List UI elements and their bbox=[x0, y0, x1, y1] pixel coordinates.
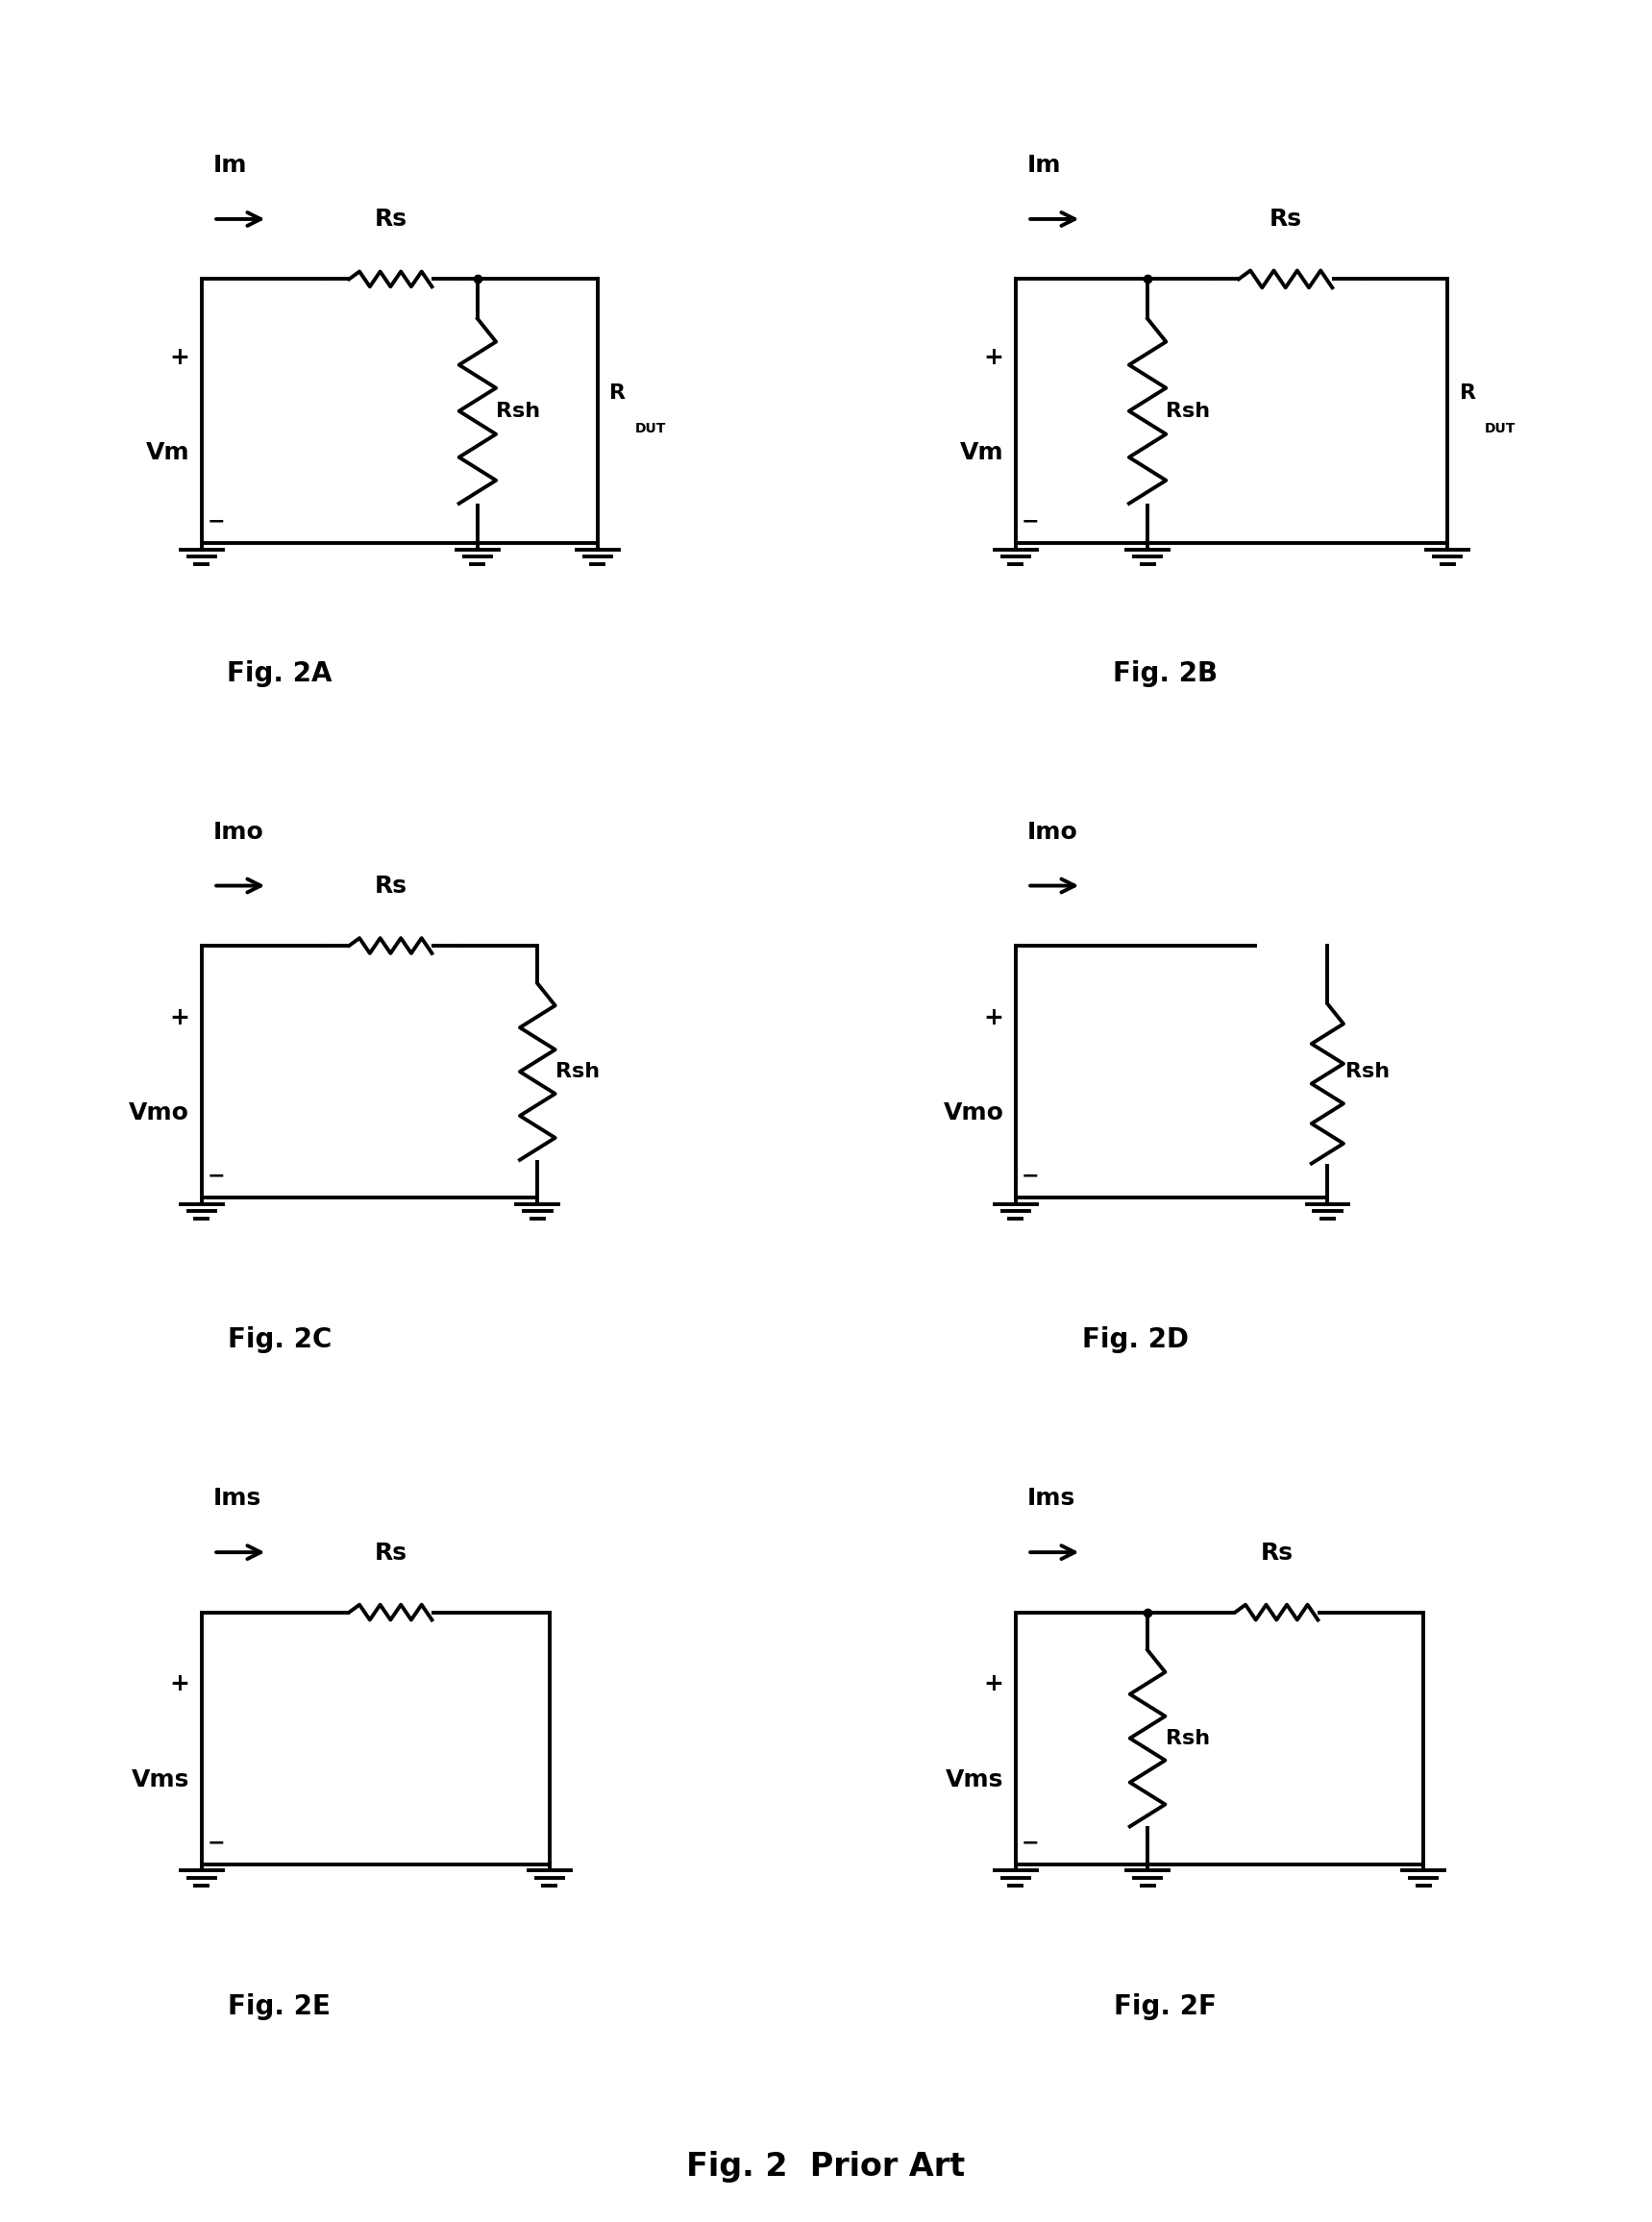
Text: +: + bbox=[170, 347, 190, 369]
Text: Rsh: Rsh bbox=[496, 402, 540, 420]
Text: DUT: DUT bbox=[634, 422, 666, 436]
Text: +: + bbox=[170, 1007, 190, 1029]
Text: Vms: Vms bbox=[945, 1769, 1003, 1791]
Text: Rsh: Rsh bbox=[1345, 1062, 1389, 1082]
Text: R: R bbox=[610, 384, 626, 402]
Text: Rsh: Rsh bbox=[555, 1062, 600, 1082]
Text: Rs: Rs bbox=[375, 1542, 406, 1564]
Text: Fig. 2F: Fig. 2F bbox=[1113, 1993, 1218, 2020]
Text: Im: Im bbox=[213, 153, 248, 178]
Text: Rsh: Rsh bbox=[1166, 402, 1209, 420]
Text: +: + bbox=[170, 1673, 190, 1695]
Text: +: + bbox=[983, 1007, 1003, 1029]
Text: Rs: Rs bbox=[375, 875, 406, 898]
Text: Rs: Rs bbox=[1269, 209, 1302, 231]
Text: Rsh: Rsh bbox=[1166, 1729, 1209, 1749]
Text: Rs: Rs bbox=[1260, 1542, 1294, 1564]
Text: Vmo: Vmo bbox=[943, 1102, 1003, 1124]
Text: −: − bbox=[208, 1167, 225, 1187]
Text: DUT: DUT bbox=[1485, 422, 1517, 436]
Text: −: − bbox=[1021, 1167, 1039, 1187]
Text: Ims: Ims bbox=[213, 1487, 263, 1511]
Text: Imo: Imo bbox=[213, 820, 264, 844]
Text: Fig. 2A: Fig. 2A bbox=[226, 660, 332, 687]
Text: Vmo: Vmo bbox=[129, 1102, 190, 1124]
Text: Vms: Vms bbox=[132, 1769, 190, 1791]
Text: −: − bbox=[1021, 511, 1039, 531]
Text: Fig. 2B: Fig. 2B bbox=[1113, 660, 1218, 687]
Text: R: R bbox=[1459, 384, 1475, 402]
Text: Vm: Vm bbox=[960, 440, 1003, 464]
Text: Imo: Imo bbox=[1028, 820, 1079, 844]
Text: Fig. 2  Prior Art: Fig. 2 Prior Art bbox=[687, 2151, 965, 2182]
Text: Vm: Vm bbox=[145, 440, 190, 464]
Text: +: + bbox=[983, 347, 1003, 369]
Text: Rs: Rs bbox=[375, 209, 406, 231]
Text: −: − bbox=[208, 511, 225, 531]
Text: +: + bbox=[983, 1673, 1003, 1695]
Text: Fig. 2E: Fig. 2E bbox=[228, 1993, 330, 2020]
Text: Ims: Ims bbox=[1028, 1487, 1075, 1511]
Text: −: − bbox=[1021, 1833, 1039, 1853]
Text: Fig. 2C: Fig. 2C bbox=[228, 1327, 332, 1353]
Text: Im: Im bbox=[1028, 153, 1062, 178]
Text: −: − bbox=[208, 1833, 225, 1853]
Text: Fig. 2D: Fig. 2D bbox=[1082, 1327, 1189, 1353]
